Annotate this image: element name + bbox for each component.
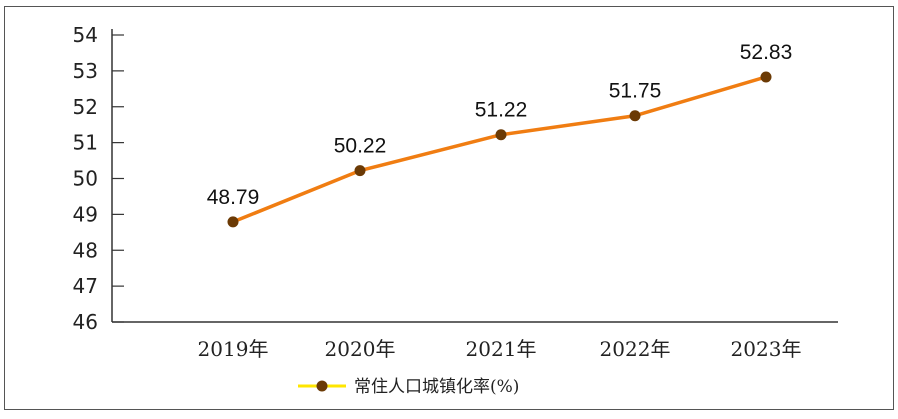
y-tick-label: 46 <box>73 310 98 334</box>
data-point <box>227 216 239 228</box>
x-tick-label: 2023年 <box>731 337 802 361</box>
y-tick-label: 51 <box>73 131 98 155</box>
x-axis-ticks: 2019年 2020年 2021年 2022年 2023年 <box>198 337 802 361</box>
data-label: 50.22 <box>334 135 387 158</box>
y-tick-label: 50 <box>73 167 98 191</box>
legend-marker <box>316 380 328 392</box>
y-axis-ticks: 46 47 48 49 50 51 52 53 54 <box>73 23 124 334</box>
data-point <box>760 71 772 83</box>
data-point <box>354 165 366 177</box>
data-label: 51.75 <box>609 80 662 103</box>
x-tick-label: 2020年 <box>325 337 396 361</box>
y-tick-label: 54 <box>73 23 98 47</box>
data-labels: 48.79 50.22 51.22 51.75 52.83 <box>207 41 793 209</box>
y-tick-label: 49 <box>73 202 98 226</box>
legend-label: 常住人口城镇化率(%) <box>354 377 519 397</box>
x-tick-label: 2022年 <box>600 337 671 361</box>
chart-frame <box>4 6 894 410</box>
y-tick-label: 53 <box>73 59 98 83</box>
data-point <box>629 110 641 122</box>
chart-axes <box>111 29 838 323</box>
data-label: 51.22 <box>475 99 528 122</box>
legend: 常住人口城镇化率(%) <box>298 377 519 397</box>
y-tick-label: 47 <box>73 274 98 298</box>
x-tick-label: 2021年 <box>466 337 537 361</box>
y-tick-label: 52 <box>73 95 98 119</box>
data-point <box>495 129 507 141</box>
series-group <box>227 71 772 228</box>
data-label: 52.83 <box>740 41 793 64</box>
data-label: 48.79 <box>207 186 260 209</box>
x-tick-label: 2019年 <box>198 337 269 361</box>
y-tick-label: 48 <box>73 238 98 262</box>
